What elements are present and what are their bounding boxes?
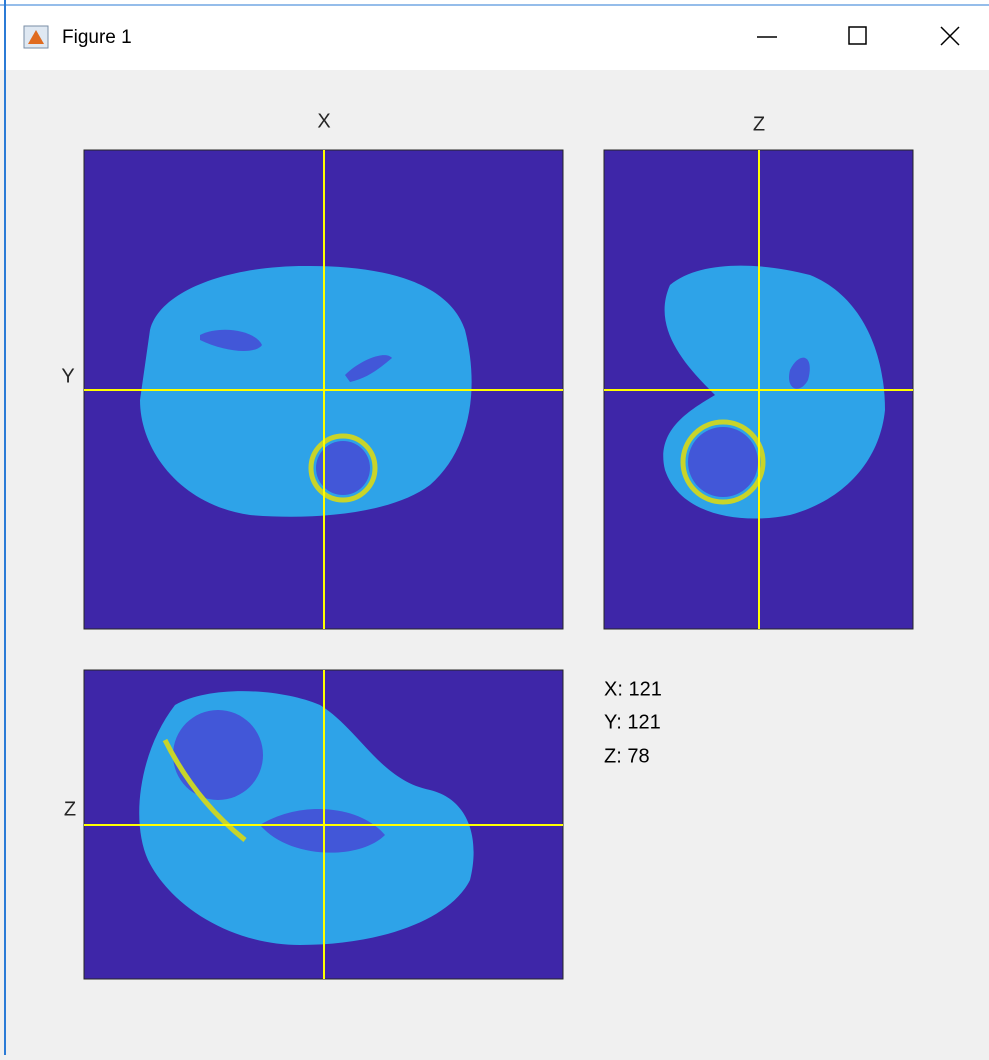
- window-title: Figure 1: [62, 27, 132, 48]
- readout-line: X: 121: [604, 678, 662, 700]
- axis-label: Z: [64, 798, 76, 820]
- readout-line: Y: 121: [604, 711, 661, 733]
- readout-line: Z: 78: [604, 745, 650, 767]
- axis-label: Z: [753, 113, 765, 135]
- axial-view[interactable]: [83, 149, 564, 630]
- maximize-button[interactable]: [848, 26, 867, 45]
- title-bar: [0, 0, 989, 70]
- coronal-view[interactable]: [603, 149, 914, 630]
- axis-label: Y: [61, 365, 74, 387]
- app-icon: [23, 25, 49, 49]
- axis-label: X: [317, 110, 330, 132]
- close-button[interactable]: [940, 26, 960, 46]
- sagittal-view[interactable]: [83, 669, 564, 980]
